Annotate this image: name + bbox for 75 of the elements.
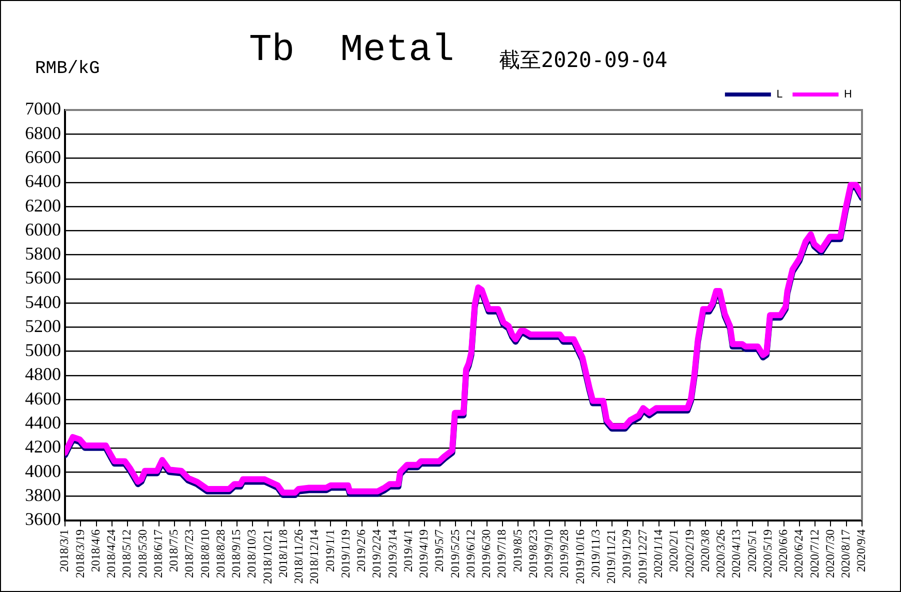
x-tick-label: 2018/4/24 [104, 529, 118, 578]
y-tick-label: 6200 [25, 195, 61, 216]
x-tick-label: 2020/9/4 [854, 529, 868, 572]
x-tick-label: 2018/12/14 [307, 529, 322, 584]
x-tick-label: 2020/5/1 [744, 529, 759, 572]
y-tick-label: 6000 [25, 219, 61, 240]
x-tick-label: 2019/3/14 [385, 529, 400, 578]
x-tick-label: 2020/2/19 [682, 529, 696, 578]
x-tick-label: 2020/2/1 [666, 529, 681, 572]
x-tick-label: 2020/6/24 [792, 529, 806, 578]
x-tick-label: 2018/6/17 [150, 529, 165, 578]
x-tick-label: 2019/12/27 [635, 529, 650, 584]
y-tick-label: 4600 [25, 388, 61, 408]
y-tick-label: 4200 [25, 436, 61, 457]
x-tick-label: 2018/5/12 [120, 529, 134, 578]
x-tick-label: 2019/2/24 [370, 529, 384, 578]
chart-title: Tb Metal [249, 29, 454, 72]
x-tick-label: 2019/7/18 [494, 529, 509, 578]
x-tick-label: 2018/10/21 [260, 529, 274, 584]
y-tick-label: 6600 [25, 147, 61, 168]
x-tick-label: 2018/3/1 [57, 529, 72, 572]
y-tick-label: 3600 [25, 509, 61, 530]
chart-subtitle: 截至2020-09-04 [499, 47, 668, 74]
x-tick-label: 2019/5/25 [448, 529, 462, 578]
x-tick-label: 2019/11/3 [588, 529, 602, 578]
y-tick-label: 3800 [25, 484, 61, 505]
x-tick-label: 2019/1/1 [322, 529, 337, 572]
x-tick-label: 2020/1/14 [651, 529, 665, 578]
x-tick-label: 2018/4/6 [88, 529, 102, 572]
x-tick-label: 2019/6/12 [463, 529, 478, 578]
legend-label: L [776, 88, 783, 101]
x-tick-label: 2019/4/19 [416, 529, 431, 578]
y-tick-label: 5000 [25, 340, 61, 360]
x-tick-label: 2019/8/23 [526, 529, 540, 578]
x-tick-label: 2019/9/28 [557, 529, 572, 578]
y-tick-label: 6800 [25, 122, 61, 143]
x-tick-label: 2019/9/10 [542, 529, 556, 578]
x-tick-label: 2018/7/23 [182, 529, 196, 578]
x-tick-label: 2018/3/19 [72, 529, 87, 578]
x-tick-label: 2020/3/8 [698, 529, 712, 572]
x-tick-label: 2019/5/7 [432, 529, 446, 572]
x-tick-label: 2019/11/21 [604, 529, 618, 584]
x-tick-label: 2018/5/30 [135, 529, 150, 578]
y-tick-label: 6400 [25, 171, 61, 192]
x-tick-label: 2019/1/19 [338, 529, 352, 578]
x-tick-label: 2020/7/12 [807, 529, 822, 578]
x-tick-label: 2020/7/30 [822, 529, 837, 578]
x-tick-label: 2019/6/30 [479, 529, 494, 578]
y-tick-label: 4000 [25, 460, 61, 481]
y-tick-label: 7000 [25, 98, 61, 119]
x-tick-label: 2019/4/1 [400, 529, 415, 572]
y-tick-label: 5200 [25, 316, 61, 336]
x-tick-label: 2018/8/28 [213, 529, 228, 578]
legend-label: H [844, 88, 852, 101]
y-tick-label: 5800 [25, 244, 61, 264]
x-tick-label: 2019/12/9 [620, 529, 634, 578]
y-tick-label: 5600 [25, 268, 61, 288]
x-tick-label: 2020/4/13 [729, 529, 744, 578]
x-tick-label: 2018/9/15 [229, 529, 244, 578]
x-tick-label: 2018/8/10 [198, 529, 212, 578]
y-tick-label: 4400 [25, 412, 61, 433]
y-axis-title: RMB/kG [35, 59, 100, 79]
x-tick-label: 2020/5/19 [760, 529, 774, 578]
x-tick-label: 2020/8/17 [838, 529, 853, 578]
x-tick-label: 2020/6/6 [776, 529, 790, 572]
x-tick-label: 2019/10/16 [572, 529, 587, 584]
x-tick-label: 2019/2/6 [354, 529, 368, 572]
x-tick-label: 2018/7/5 [166, 529, 181, 572]
x-tick-label: 2020/3/26 [714, 529, 728, 578]
x-tick-label: 2018/10/3 [244, 529, 259, 578]
y-tick-label: 5400 [25, 292, 61, 312]
y-tick-label: 4800 [25, 364, 61, 384]
x-tick-label: 2018/11/8 [276, 529, 290, 578]
x-tick-label: 2018/11/26 [292, 529, 306, 584]
x-tick-label: 2019/8/5 [510, 529, 524, 572]
